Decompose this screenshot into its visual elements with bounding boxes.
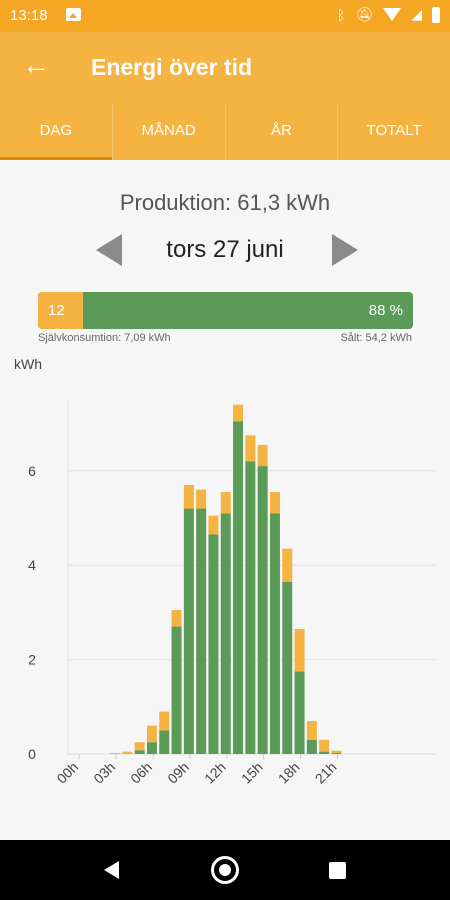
- self-consumption-text: Självkonsumtion: 7,09 kWh: [38, 332, 171, 344]
- x-tick-label: 06h: [127, 759, 155, 787]
- status-icons: ᛒ 🔕︎ ◢: [337, 6, 440, 23]
- x-tick-label: 03h: [90, 759, 118, 787]
- bar-self: [245, 435, 256, 462]
- bar-self: [183, 484, 194, 509]
- self-consumption-bar: 12 88 %: [38, 292, 413, 329]
- sold-text: Sålt: 54,2 kWh: [340, 332, 412, 344]
- sold-percent-label: 88 %: [368, 302, 403, 319]
- tab-bar: DAG MÅNAD ÅR TOTALT: [0, 104, 450, 160]
- bar-sold: [146, 742, 157, 754]
- bar-sold: [294, 671, 305, 754]
- bar-self: [233, 404, 244, 422]
- bar-self: [319, 739, 330, 752]
- bar-self: [331, 750, 342, 754]
- bar-sold: [319, 751, 330, 754]
- bar-self: [208, 515, 219, 535]
- bar-sold: [282, 581, 293, 754]
- mute-icon: 🔕︎: [355, 6, 374, 22]
- bar-self: [171, 610, 182, 627]
- bar-sold: [134, 750, 145, 754]
- y-tick-label: 0: [28, 746, 36, 762]
- bar-self: [110, 753, 121, 754]
- x-tick-label: 09h: [164, 759, 192, 787]
- bar-sold: [257, 466, 268, 754]
- bar-sold: [233, 421, 244, 754]
- image-icon: [66, 8, 81, 21]
- energy-bar-chart: 0 2 4 6 00h 03h 06h 09h 12h 15h 18h 21h: [28, 400, 436, 787]
- previous-day-button[interactable]: [96, 234, 122, 266]
- bar-self: [269, 492, 280, 514]
- bar-self: [122, 751, 133, 754]
- next-day-button[interactable]: [332, 234, 358, 266]
- x-tick-label: 12h: [201, 759, 229, 787]
- bar-self: [257, 444, 268, 467]
- x-tick-label: 15h: [238, 759, 266, 787]
- bar-self: [306, 720, 317, 740]
- tab-totalt[interactable]: TOTALT: [366, 122, 422, 139]
- y-axis-label: kWh: [14, 356, 42, 372]
- navigation-bar: [0, 840, 450, 900]
- battery-icon: [432, 6, 440, 23]
- back-triangle-icon[interactable]: [104, 861, 119, 879]
- status-bar: 13:18 ᛒ 🔕︎ ◢: [0, 0, 450, 32]
- bar-self: [146, 725, 157, 743]
- tab-dag[interactable]: DAG: [0, 104, 113, 160]
- status-time: 13:18: [10, 7, 48, 24]
- x-tick-label: 21h: [312, 759, 340, 787]
- bar-self: [196, 489, 207, 509]
- wifi-icon: [383, 8, 402, 21]
- bar-sold: [171, 626, 182, 754]
- arrow-left-icon[interactable]: ←: [22, 49, 50, 80]
- y-tick-label: 4: [28, 557, 36, 573]
- bar-self: [282, 548, 293, 582]
- y-tick-label: 2: [28, 652, 36, 668]
- tab-ar[interactable]: ÅR: [226, 104, 339, 160]
- production-total: Produktion: 61,3 kWh: [119, 190, 331, 215]
- bar-self: [159, 711, 170, 731]
- bar-sold: [269, 513, 280, 754]
- home-circle-icon[interactable]: [211, 856, 239, 884]
- bluetooth-icon: ᛒ: [337, 6, 346, 23]
- recents-square-icon[interactable]: [329, 862, 346, 879]
- page-title: Energi över tid: [91, 54, 253, 80]
- bar-sold: [331, 753, 342, 754]
- tab-manad[interactable]: MÅNAD: [113, 104, 226, 160]
- bar-sold: [159, 730, 170, 754]
- date-navigator: tors 27 juni: [0, 230, 450, 270]
- self-consumption-segment: 12: [38, 292, 83, 329]
- current-date: tors 27 juni: [166, 236, 284, 263]
- x-tick-label: 00h: [53, 759, 81, 787]
- main-content: Produktion: 61,3 kWh tors 27 juni 12 88 …: [0, 160, 450, 840]
- bar-sold: [183, 508, 194, 754]
- bar-sold: [196, 508, 207, 754]
- signal-icon: ◢: [411, 6, 422, 22]
- x-tick-label: 18h: [275, 759, 303, 787]
- bar-sold: [220, 513, 231, 754]
- bar-self: [220, 492, 231, 514]
- bar-sold: [245, 461, 256, 754]
- bar-self: [134, 742, 145, 751]
- y-tick-label: 6: [28, 463, 36, 479]
- bar-self: [294, 628, 305, 672]
- app-bar: ← Energi över tid: [0, 32, 450, 104]
- bar-sold: [208, 534, 219, 754]
- bar-sold: [306, 739, 317, 754]
